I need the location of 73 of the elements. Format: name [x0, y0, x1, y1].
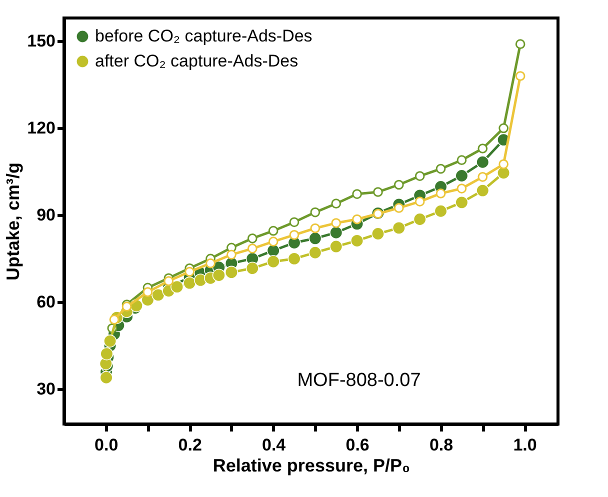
point [352, 214, 362, 224]
point [476, 184, 490, 198]
point [109, 314, 120, 325]
point [310, 207, 320, 218]
point [183, 276, 196, 290]
point [394, 180, 404, 190]
point [330, 240, 343, 254]
point [289, 230, 300, 240]
point [476, 156, 490, 169]
point [434, 204, 448, 218]
point [266, 255, 280, 268]
x-axis-title: Relative pressure, P/P₀ [212, 456, 410, 476]
point [224, 266, 238, 279]
point [184, 266, 195, 277]
point [498, 159, 509, 170]
y-tick-label: 150 [27, 32, 56, 51]
point [455, 169, 468, 182]
point [142, 287, 153, 297]
point [308, 232, 322, 245]
point [515, 71, 526, 81]
point [436, 164, 446, 174]
point [152, 288, 165, 302]
point [436, 188, 446, 198]
point [414, 171, 425, 181]
point [247, 244, 258, 254]
point [100, 371, 113, 384]
point [478, 144, 488, 154]
point [308, 246, 322, 260]
x-tick-label: 0.4 [262, 436, 286, 454]
point [226, 250, 236, 260]
point [456, 155, 467, 166]
point [456, 184, 467, 194]
x-tick-label: 0.2 [178, 436, 202, 454]
point [413, 212, 426, 226]
point [170, 280, 184, 294]
point [392, 221, 406, 234]
x-tick-label: 0.6 [346, 436, 370, 454]
y-axis-title: Uptake, cm³/g [3, 162, 24, 281]
point [310, 223, 320, 234]
x-tick-label: 0.0 [94, 436, 118, 454]
point [247, 233, 258, 244]
point [268, 236, 278, 247]
point [104, 334, 117, 348]
x-tick-label: 1.0 [513, 436, 537, 454]
y-tick-label: 120 [27, 118, 56, 138]
point [394, 203, 404, 213]
point [206, 258, 216, 268]
point [330, 226, 343, 240]
x-tick-label: 0.8 [429, 436, 454, 454]
point [331, 218, 342, 228]
point [350, 234, 364, 248]
point [268, 226, 278, 236]
point [498, 123, 509, 134]
point [478, 172, 488, 182]
point [352, 189, 362, 199]
annotation: MOF-808-0.07 [297, 370, 421, 391]
point [164, 276, 174, 286]
y-tick-label: 90 [36, 206, 56, 225]
legend-label: before CO₂ capture-Ads-Des [95, 26, 312, 46]
point [331, 198, 342, 209]
y-tick-label: 30 [36, 380, 56, 399]
point [246, 262, 259, 275]
legend-label: after CO₂ capture-Ads-Des [95, 52, 298, 70]
y-tick-label: 60 [36, 292, 56, 312]
point [515, 39, 526, 50]
point [371, 227, 385, 240]
point [288, 252, 301, 266]
point [414, 196, 425, 206]
point [212, 268, 226, 282]
point [100, 347, 114, 360]
point [289, 217, 300, 228]
point [373, 187, 383, 197]
point [455, 196, 468, 209]
